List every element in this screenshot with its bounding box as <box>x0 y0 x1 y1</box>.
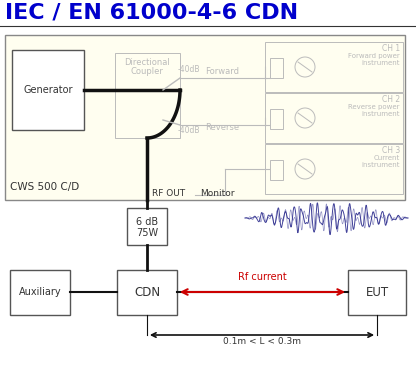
Text: Monitor: Monitor <box>200 189 235 198</box>
Bar <box>265 93 403 143</box>
Bar <box>117 270 177 315</box>
Bar <box>265 42 403 92</box>
Bar <box>265 144 403 194</box>
Text: instrument: instrument <box>362 162 400 168</box>
Text: Rf current: Rf current <box>238 272 286 282</box>
Text: Forward: Forward <box>205 67 239 76</box>
Text: RF OUT: RF OUT <box>152 189 185 198</box>
Bar <box>270 109 283 129</box>
Text: instrument: instrument <box>362 60 400 66</box>
Bar <box>270 58 283 78</box>
Text: Current: Current <box>374 155 400 161</box>
Text: -40dB: -40dB <box>178 126 201 135</box>
Text: Reverse: Reverse <box>205 123 239 132</box>
Bar <box>5 35 405 200</box>
Text: IEC / EN 61000-4-6 CDN: IEC / EN 61000-4-6 CDN <box>5 2 298 22</box>
Text: Reverse power: Reverse power <box>349 104 400 110</box>
Circle shape <box>295 57 315 77</box>
Text: Auxiliary: Auxiliary <box>19 287 61 297</box>
Text: 75W: 75W <box>136 228 158 238</box>
Bar <box>348 270 406 315</box>
Text: -40dB: -40dB <box>178 65 201 74</box>
Text: 6 dB: 6 dB <box>136 217 158 227</box>
Text: Directional: Directional <box>124 58 170 67</box>
Text: instrument: instrument <box>362 111 400 117</box>
Bar <box>10 270 70 315</box>
Text: EUT: EUT <box>365 285 389 299</box>
Bar <box>127 208 167 245</box>
Text: CH 3: CH 3 <box>382 146 400 155</box>
Bar <box>270 160 283 180</box>
Bar <box>115 53 180 138</box>
Circle shape <box>295 159 315 179</box>
Text: CH 1: CH 1 <box>382 44 400 53</box>
Text: 0.1m < L < 0.3m: 0.1m < L < 0.3m <box>223 337 301 346</box>
Text: Generator: Generator <box>23 85 73 95</box>
Bar <box>12 50 84 130</box>
Circle shape <box>295 108 315 128</box>
Text: CH 2: CH 2 <box>382 95 400 104</box>
Text: Coupler: Coupler <box>131 67 163 76</box>
Text: CDN: CDN <box>134 285 160 299</box>
Text: Forward power: Forward power <box>348 53 400 59</box>
Text: CWS 500 C/D: CWS 500 C/D <box>10 182 79 192</box>
